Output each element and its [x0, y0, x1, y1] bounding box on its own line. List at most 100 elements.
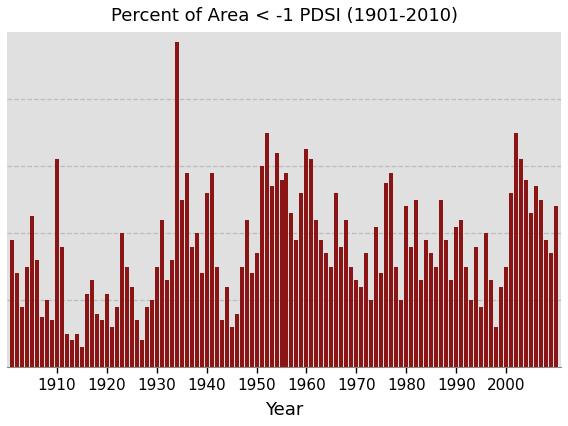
Bar: [75, 334, 79, 367]
Bar: [299, 193, 303, 367]
Bar: [399, 300, 403, 367]
Bar: [534, 186, 538, 367]
Bar: [45, 300, 49, 367]
Bar: [404, 206, 408, 367]
Bar: [15, 273, 19, 367]
Bar: [20, 307, 24, 367]
Bar: [130, 287, 133, 367]
Bar: [444, 240, 448, 367]
Bar: [35, 260, 39, 367]
Bar: [554, 206, 558, 367]
Bar: [439, 200, 443, 367]
Bar: [215, 267, 219, 367]
Bar: [529, 213, 533, 367]
Bar: [389, 173, 393, 367]
Bar: [165, 280, 169, 367]
Bar: [145, 307, 149, 367]
Bar: [265, 132, 269, 367]
Bar: [489, 280, 493, 367]
Bar: [519, 159, 523, 367]
Bar: [385, 183, 389, 367]
Bar: [254, 253, 258, 367]
Bar: [40, 317, 44, 367]
Bar: [494, 327, 498, 367]
Bar: [499, 287, 503, 367]
Bar: [279, 180, 283, 367]
Bar: [10, 240, 14, 367]
Bar: [364, 253, 369, 367]
Bar: [285, 173, 289, 367]
Bar: [105, 294, 109, 367]
Bar: [240, 267, 244, 367]
Bar: [55, 159, 59, 367]
Bar: [25, 267, 29, 367]
Bar: [135, 320, 139, 367]
Bar: [115, 307, 119, 367]
Bar: [220, 320, 224, 367]
Bar: [290, 213, 294, 367]
Bar: [514, 132, 518, 367]
Bar: [524, 180, 528, 367]
Bar: [199, 273, 204, 367]
Bar: [479, 307, 483, 367]
Bar: [374, 227, 378, 367]
Bar: [204, 193, 208, 367]
Bar: [469, 300, 473, 367]
Bar: [95, 314, 99, 367]
Bar: [459, 220, 463, 367]
Bar: [235, 314, 239, 367]
Bar: [454, 227, 458, 367]
Bar: [90, 280, 94, 367]
Bar: [484, 233, 488, 367]
Bar: [329, 267, 333, 367]
Bar: [140, 340, 144, 367]
Bar: [449, 280, 453, 367]
Bar: [179, 200, 183, 367]
Bar: [170, 260, 174, 367]
Bar: [110, 327, 114, 367]
Bar: [340, 247, 344, 367]
Bar: [504, 267, 508, 367]
Bar: [360, 287, 364, 367]
Bar: [349, 267, 353, 367]
Bar: [424, 240, 428, 367]
Bar: [100, 320, 104, 367]
Bar: [544, 240, 548, 367]
Bar: [50, 320, 54, 367]
Bar: [539, 200, 543, 367]
Bar: [80, 347, 84, 367]
Bar: [414, 200, 418, 367]
Bar: [85, 294, 89, 367]
Bar: [260, 166, 264, 367]
Bar: [65, 334, 69, 367]
Bar: [464, 267, 468, 367]
Bar: [435, 267, 438, 367]
Bar: [310, 159, 314, 367]
Bar: [549, 253, 553, 367]
Bar: [154, 267, 158, 367]
X-axis label: Year: Year: [265, 401, 303, 419]
Bar: [344, 220, 348, 367]
Bar: [394, 267, 398, 367]
Bar: [120, 233, 124, 367]
Bar: [335, 193, 339, 367]
Bar: [175, 42, 179, 367]
Bar: [294, 240, 298, 367]
Bar: [210, 173, 214, 367]
Bar: [419, 280, 423, 367]
Bar: [125, 267, 129, 367]
Bar: [315, 220, 319, 367]
Bar: [509, 193, 513, 367]
Bar: [429, 253, 433, 367]
Bar: [319, 240, 323, 367]
Bar: [354, 280, 358, 367]
Bar: [270, 186, 274, 367]
Bar: [185, 173, 189, 367]
Bar: [410, 247, 414, 367]
Bar: [60, 247, 64, 367]
Bar: [245, 220, 249, 367]
Bar: [224, 287, 228, 367]
Bar: [474, 247, 478, 367]
Bar: [304, 150, 308, 367]
Bar: [160, 220, 164, 367]
